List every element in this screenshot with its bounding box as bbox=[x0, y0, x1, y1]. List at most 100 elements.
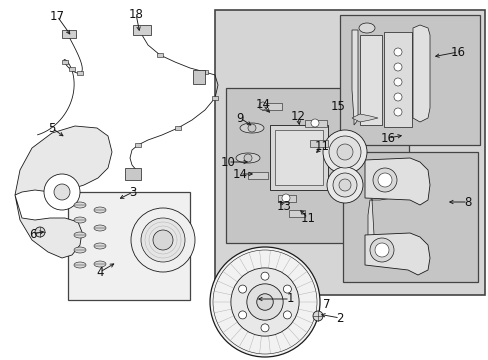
Bar bbox=[175, 126, 181, 130]
Text: 12: 12 bbox=[290, 111, 305, 123]
Text: 14: 14 bbox=[232, 167, 247, 180]
Text: 1: 1 bbox=[285, 292, 293, 306]
Circle shape bbox=[377, 173, 391, 187]
Bar bbox=[305, 120, 326, 127]
Text: 17: 17 bbox=[49, 9, 64, 22]
Circle shape bbox=[338, 179, 350, 191]
Circle shape bbox=[213, 250, 316, 354]
Circle shape bbox=[393, 93, 401, 101]
Circle shape bbox=[336, 144, 352, 160]
Text: 2: 2 bbox=[336, 311, 343, 324]
Bar bbox=[61, 60, 67, 64]
Bar bbox=[247, 172, 267, 179]
Bar bbox=[202, 70, 207, 74]
Polygon shape bbox=[351, 30, 357, 125]
Circle shape bbox=[283, 285, 291, 293]
Ellipse shape bbox=[94, 225, 106, 231]
Bar bbox=[342, 152, 477, 282]
Text: 18: 18 bbox=[128, 8, 143, 21]
Text: 16: 16 bbox=[449, 45, 465, 58]
Bar bbox=[225, 88, 408, 243]
Polygon shape bbox=[367, 163, 401, 252]
Ellipse shape bbox=[94, 243, 106, 249]
Text: 16: 16 bbox=[380, 131, 395, 144]
Circle shape bbox=[323, 130, 366, 174]
Circle shape bbox=[261, 272, 268, 280]
Circle shape bbox=[44, 174, 80, 210]
Bar bbox=[262, 103, 282, 110]
Bar bbox=[383, 32, 411, 127]
Circle shape bbox=[312, 311, 323, 321]
Ellipse shape bbox=[74, 247, 86, 253]
Text: 5: 5 bbox=[48, 122, 56, 135]
Ellipse shape bbox=[240, 123, 264, 133]
Bar bbox=[135, 143, 141, 147]
Bar bbox=[278, 195, 295, 202]
Bar bbox=[193, 70, 204, 84]
Polygon shape bbox=[15, 195, 82, 258]
Polygon shape bbox=[364, 158, 429, 205]
Ellipse shape bbox=[74, 217, 86, 223]
Circle shape bbox=[238, 311, 246, 319]
Circle shape bbox=[244, 154, 251, 162]
Circle shape bbox=[393, 108, 401, 116]
Ellipse shape bbox=[236, 153, 260, 163]
Circle shape bbox=[209, 247, 319, 357]
Ellipse shape bbox=[94, 261, 106, 267]
Polygon shape bbox=[412, 25, 429, 122]
Circle shape bbox=[393, 48, 401, 56]
Circle shape bbox=[230, 268, 299, 336]
Bar bbox=[269, 125, 327, 190]
Circle shape bbox=[393, 63, 401, 71]
Text: 3: 3 bbox=[129, 185, 137, 198]
Ellipse shape bbox=[358, 23, 374, 33]
Circle shape bbox=[246, 284, 283, 320]
Circle shape bbox=[328, 136, 360, 168]
Ellipse shape bbox=[74, 202, 86, 208]
Bar bbox=[133, 25, 151, 35]
Circle shape bbox=[35, 227, 45, 237]
Circle shape bbox=[131, 208, 195, 272]
Bar bbox=[274, 130, 323, 185]
Bar bbox=[62, 30, 76, 38]
Circle shape bbox=[310, 119, 318, 127]
Text: 9: 9 bbox=[236, 112, 243, 125]
Text: 13: 13 bbox=[276, 201, 291, 213]
Circle shape bbox=[374, 243, 388, 257]
Bar bbox=[157, 53, 163, 57]
Circle shape bbox=[54, 184, 70, 200]
Polygon shape bbox=[351, 114, 377, 122]
Circle shape bbox=[238, 285, 246, 293]
Circle shape bbox=[261, 324, 268, 332]
Circle shape bbox=[372, 168, 396, 192]
Ellipse shape bbox=[74, 262, 86, 268]
Circle shape bbox=[247, 124, 256, 132]
Bar bbox=[339, 15, 479, 145]
Text: 6: 6 bbox=[29, 228, 37, 240]
Text: 11: 11 bbox=[300, 211, 315, 225]
Ellipse shape bbox=[74, 232, 86, 238]
Polygon shape bbox=[15, 126, 112, 195]
Bar bbox=[359, 35, 381, 125]
Bar bbox=[77, 71, 82, 75]
Bar bbox=[309, 140, 327, 147]
Text: 8: 8 bbox=[464, 195, 471, 208]
Circle shape bbox=[332, 173, 356, 197]
Circle shape bbox=[153, 230, 173, 250]
Circle shape bbox=[259, 102, 266, 110]
Bar bbox=[215, 10, 484, 295]
Bar bbox=[68, 67, 75, 71]
Circle shape bbox=[282, 194, 289, 202]
Circle shape bbox=[326, 167, 362, 203]
Polygon shape bbox=[364, 233, 429, 275]
Text: 7: 7 bbox=[323, 298, 330, 311]
Text: 11: 11 bbox=[314, 140, 329, 153]
Circle shape bbox=[393, 78, 401, 86]
Circle shape bbox=[141, 218, 184, 262]
Text: 10: 10 bbox=[220, 156, 235, 168]
Ellipse shape bbox=[94, 207, 106, 213]
Bar bbox=[68, 192, 190, 300]
Circle shape bbox=[369, 238, 393, 262]
Bar bbox=[212, 96, 218, 100]
Circle shape bbox=[283, 311, 291, 319]
